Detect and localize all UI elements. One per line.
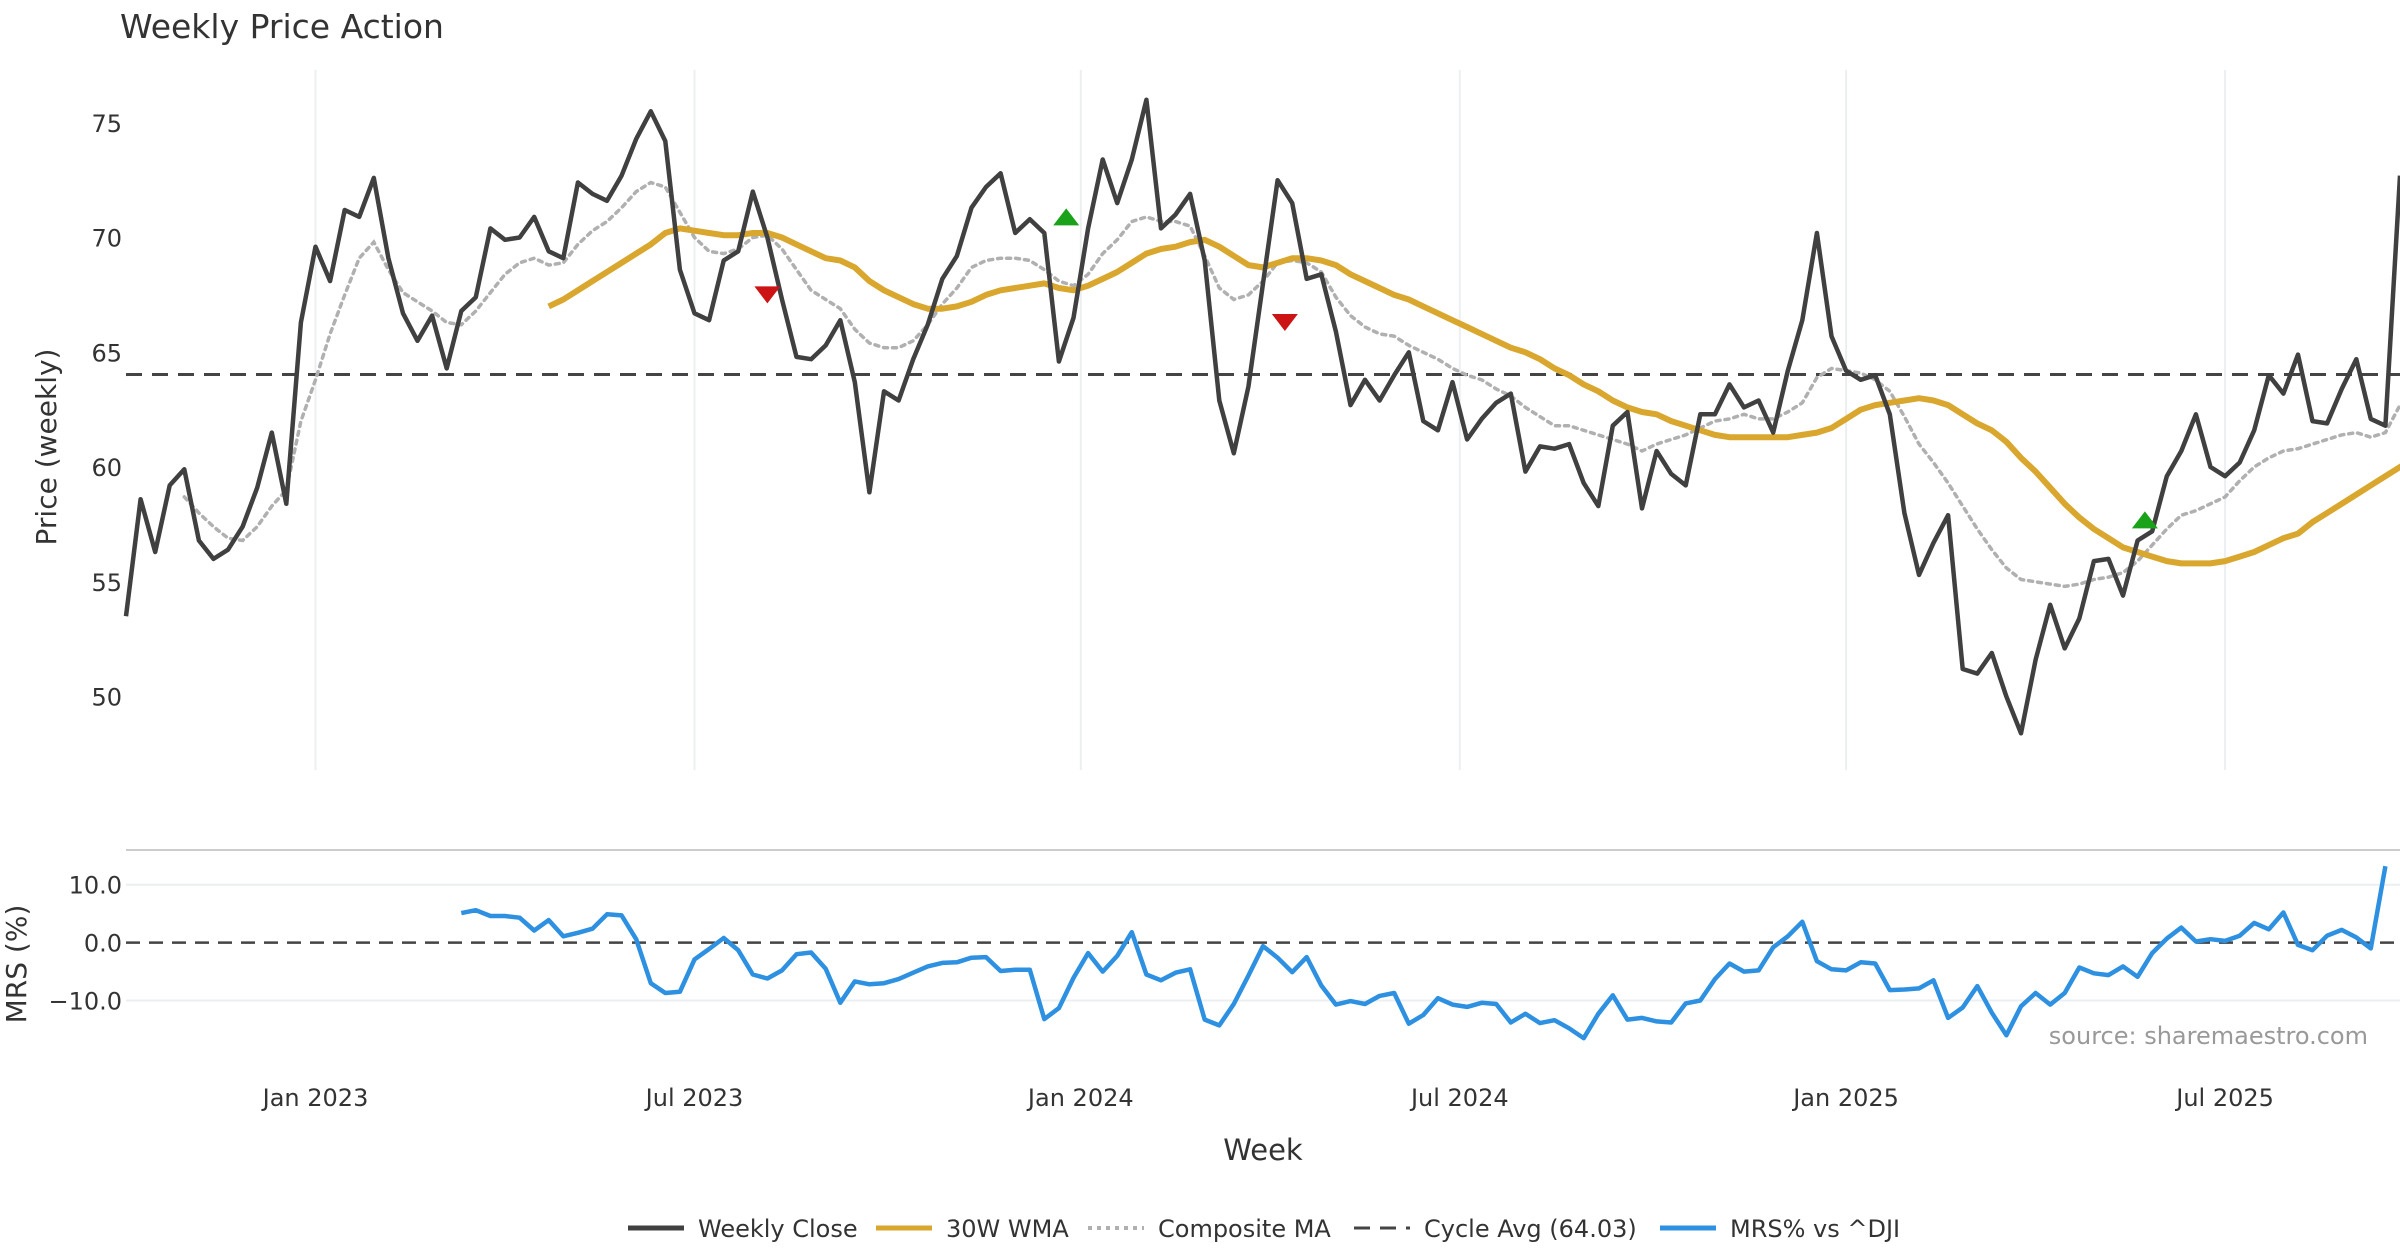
legend-label-mrs: MRS% vs ^DJI: [1730, 1215, 1900, 1243]
mrs-y-tick-label: 10.0: [69, 872, 122, 900]
x-axis-label: Week: [1223, 1133, 1303, 1167]
x-tick-label: Jan 2023: [261, 1084, 369, 1112]
mrs-line: [460, 865, 2388, 1041]
legend-item-composite: Composite MA: [1088, 1215, 1331, 1243]
legend-item-close: Weekly Close: [628, 1215, 858, 1243]
mrs-y-tick-label: 0.0: [84, 930, 122, 958]
mrs-y-tick-label: −10.0: [48, 988, 122, 1016]
wma-30w-line: [547, 225, 2400, 567]
x-tick-label: Jan 2025: [1791, 1084, 1899, 1112]
legend-item-wma: 30W WMA: [876, 1215, 1069, 1243]
legend-item-cycle: Cycle Avg (64.03): [1354, 1215, 1637, 1243]
x-tick-label: Jul 2024: [1409, 1084, 1509, 1112]
composite-ma-line: [182, 180, 2400, 589]
mrs-y-tick-labels: 10.0 0.0 −10.0: [48, 872, 122, 1016]
source-watermark: source: sharemaestro.com: [2049, 1022, 2368, 1050]
legend-label-wma: 30W WMA: [946, 1215, 1069, 1243]
signal-markers: [754, 208, 2158, 529]
price-y-axis-label: Price (weekly): [30, 349, 63, 546]
price-y-tick-label: 60: [91, 454, 122, 482]
price-y-tick-label: 55: [91, 569, 122, 597]
price-y-tick-label: 50: [91, 684, 122, 712]
buy-signal-marker: [1053, 208, 1080, 226]
legend-label-composite: Composite MA: [1158, 1215, 1331, 1243]
price-vertical-gridlines: [314, 70, 2227, 770]
x-tick-label: Jul 2023: [644, 1084, 744, 1112]
legend-item-mrs: MRS% vs ^DJI: [1660, 1215, 1900, 1243]
price-y-tick-labels: 50 55 60 65 70 75: [91, 110, 122, 712]
mrs-panel: 10.0 0.0 −10.0 MRS (%): [0, 865, 2400, 1041]
x-tick-labels: Jan 2023 Jul 2023 Jan 2024 Jul 2024 Jan 2025…: [261, 1084, 2274, 1112]
buy-signal-marker: [2131, 511, 2158, 529]
legend-label-close: Weekly Close: [698, 1215, 858, 1243]
price-y-tick-label: 65: [91, 339, 122, 367]
x-tick-label: Jan 2024: [1026, 1084, 1134, 1112]
weekly-close-line: [123, 97, 2400, 736]
legend-label-cycle: Cycle Avg (64.03): [1424, 1215, 1637, 1243]
price-y-tick-label: 70: [91, 225, 122, 253]
legend: Weekly Close 30W WMA Composite MA Cycle Avg…: [628, 1215, 1900, 1243]
mrs-y-axis-label: MRS (%): [0, 905, 33, 1024]
mrs-gridlines: [126, 883, 2400, 1002]
x-tick-label: Jul 2025: [2174, 1084, 2274, 1112]
chart-title: Weekly Price Action: [120, 7, 444, 46]
price-panel: 50 55 60 65 70 75 Price (weekly): [30, 70, 2400, 770]
sell-signal-marker: [1271, 313, 1298, 331]
sell-signal-marker: [754, 286, 781, 304]
price-y-tick-label: 75: [91, 110, 122, 138]
